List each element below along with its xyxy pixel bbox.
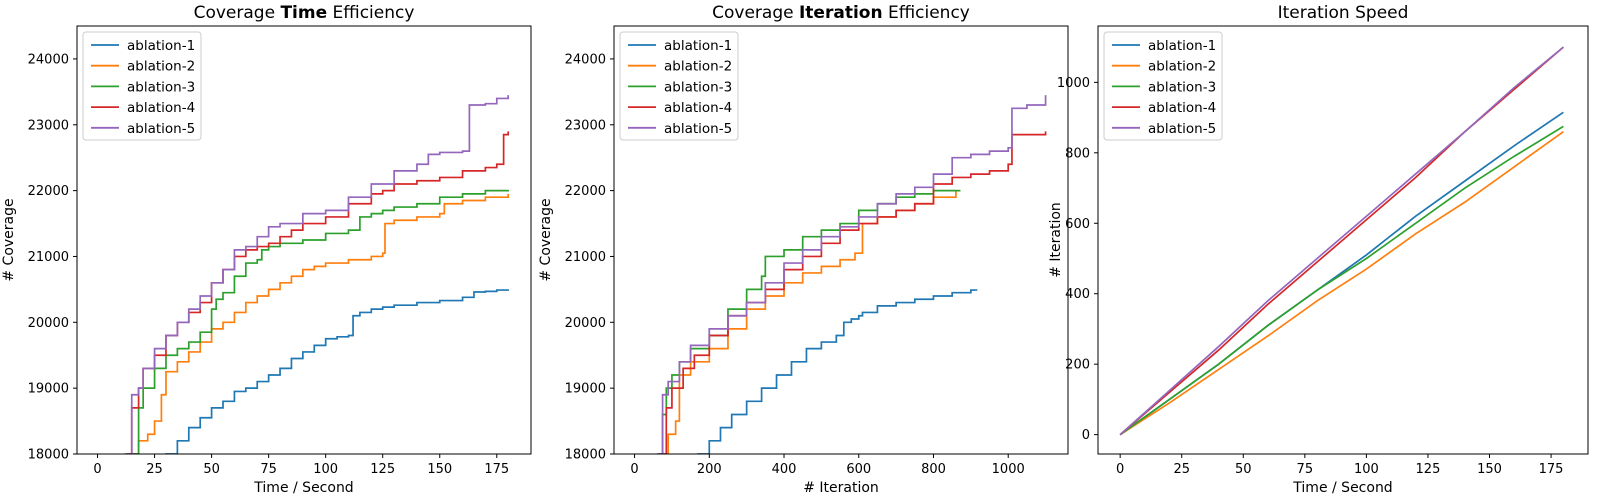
legend-box — [1103, 31, 1223, 141]
legend-label: ablation-3 — [664, 79, 732, 95]
y-tick-label: 23000 — [28, 118, 69, 133]
series-line-ablation-3 — [1119, 125, 1564, 436]
y-tick-label: 800 — [1065, 146, 1090, 161]
x-tick-label: 800 — [921, 462, 946, 477]
x-tick-label: 25 — [1173, 462, 1190, 477]
y-tick-label: 600 — [1065, 217, 1090, 232]
y-tick-label: 0 — [1082, 428, 1090, 443]
y-axis-label: # Iteration — [1048, 202, 1064, 278]
axes-frame — [613, 25, 1069, 455]
x-tick-label: 125 — [1416, 462, 1441, 477]
legend-label: ablation-5 — [127, 121, 195, 137]
x-tick-label: 0 — [630, 462, 638, 477]
legend: ablation-1 ablation-2 ablation-3 ablation-4… — [619, 31, 739, 141]
legend-label: ablation-1 — [1148, 38, 1216, 54]
y-tick-label: 18000 — [565, 448, 606, 463]
x-tick-label: 175 — [484, 462, 509, 477]
legend-label: ablation-1 — [127, 38, 195, 54]
legend-label: ablation-3 — [1148, 79, 1216, 95]
y-tick-label: 18000 — [28, 448, 69, 463]
y-tick-label: 20000 — [28, 316, 69, 331]
legend-label: ablation-5 — [664, 121, 732, 137]
x-tick-label: 125 — [370, 462, 395, 477]
x-tick-label: 50 — [1235, 462, 1252, 477]
y-tick-label: 200 — [1065, 358, 1090, 373]
x-tick-label: 150 — [1477, 462, 1502, 477]
series-line-ablation-2 — [660, 190, 957, 454]
y-tick-label: 21000 — [565, 250, 606, 265]
chart-title: Coverage Iteration Efficiency — [712, 3, 970, 23]
x-tick-label: 100 — [1354, 462, 1379, 477]
series-line-ablation-3 — [131, 189, 510, 454]
series-line-ablation-5 — [656, 95, 1047, 454]
series-line-ablation-1 — [165, 289, 510, 454]
legend-box — [619, 31, 739, 141]
x-axis-label: # Iteration — [803, 480, 879, 496]
legend-box — [82, 31, 202, 141]
y-tick-label: 22000 — [565, 184, 606, 199]
y-tick-label: 23000 — [565, 118, 606, 133]
y-axis-label: # Coverage — [1, 198, 17, 281]
x-tick-label: 50 — [203, 462, 220, 477]
y-tick-label: 1000 — [1057, 76, 1090, 91]
series-line-ablation-5 — [124, 95, 510, 454]
series-line-ablation-3 — [658, 189, 961, 454]
legend-label: ablation-2 — [127, 59, 195, 75]
y-tick-label: 19000 — [565, 382, 606, 397]
y-tick-label: 400 — [1065, 287, 1090, 302]
y-tick-label: 22000 — [28, 184, 69, 199]
x-axis-label: Time / Second — [253, 480, 353, 496]
series-line-ablation-1 — [697, 289, 978, 454]
chart-2: 0 200 400 600 800 1000 18000 19000 20000 21000 220… — [538, 3, 1069, 496]
legend-label: ablation-2 — [664, 59, 732, 75]
x-tick-label: 0 — [1116, 462, 1124, 477]
series-group — [1119, 46, 1564, 436]
x-axis-label: Time / Second — [1292, 480, 1392, 496]
legend-label: ablation-4 — [127, 100, 195, 116]
series-group — [656, 95, 1047, 454]
x-tick-label: 175 — [1539, 462, 1564, 477]
chart-title: Iteration Speed — [1278, 3, 1409, 23]
x-tick-label: 100 — [313, 462, 338, 477]
series-line-ablation-4 — [127, 131, 510, 454]
chart-3: 0 25 50 75 100 125 150 175 0 200 400 600 800 1000 Time… — [1048, 3, 1589, 496]
y-tick-label: 21000 — [28, 250, 69, 265]
legend-label: ablation-4 — [1148, 100, 1216, 116]
chart-1: 0 25 50 75 100 125 150 175 18000 19000 20000 21000 2… — [1, 3, 532, 496]
x-tick-label: 75 — [260, 462, 277, 477]
y-axis-label: # Coverage — [538, 198, 554, 281]
x-tick-label: 600 — [846, 462, 871, 477]
series-group — [124, 95, 510, 454]
series-line-ablation-4 — [660, 131, 1047, 454]
y-tick-label: 19000 — [28, 382, 69, 397]
legend-label: ablation-1 — [664, 38, 732, 54]
chart-title: Coverage Time Efficiency — [194, 3, 415, 23]
axes-frame — [76, 25, 532, 455]
series-line-ablation-2 — [129, 193, 510, 454]
x-tick-label: 400 — [772, 462, 797, 477]
x-tick-label: 0 — [93, 462, 101, 477]
x-tick-label: 75 — [1297, 462, 1314, 477]
x-tick-label: 1000 — [992, 462, 1025, 477]
y-tick-label: 24000 — [28, 52, 69, 67]
series-line-ablation-2 — [1119, 130, 1564, 436]
axes-frame — [1097, 25, 1589, 455]
legend-label: ablation-5 — [1148, 121, 1216, 137]
legend: ablation-1 ablation-2 ablation-3 ablation-4… — [1103, 31, 1223, 141]
legend-label: ablation-2 — [1148, 59, 1216, 75]
legend-label: ablation-4 — [664, 100, 732, 116]
series-line-ablation-5 — [1119, 46, 1564, 436]
legend-label: ablation-3 — [127, 79, 195, 95]
y-tick-label: 20000 — [565, 316, 606, 331]
legend: ablation-1 ablation-2 ablation-3 ablation-4… — [82, 31, 202, 141]
x-tick-label: 25 — [146, 462, 163, 477]
x-tick-label: 150 — [427, 462, 452, 477]
x-tick-label: 200 — [697, 462, 722, 477]
y-tick-label: 24000 — [565, 52, 606, 67]
